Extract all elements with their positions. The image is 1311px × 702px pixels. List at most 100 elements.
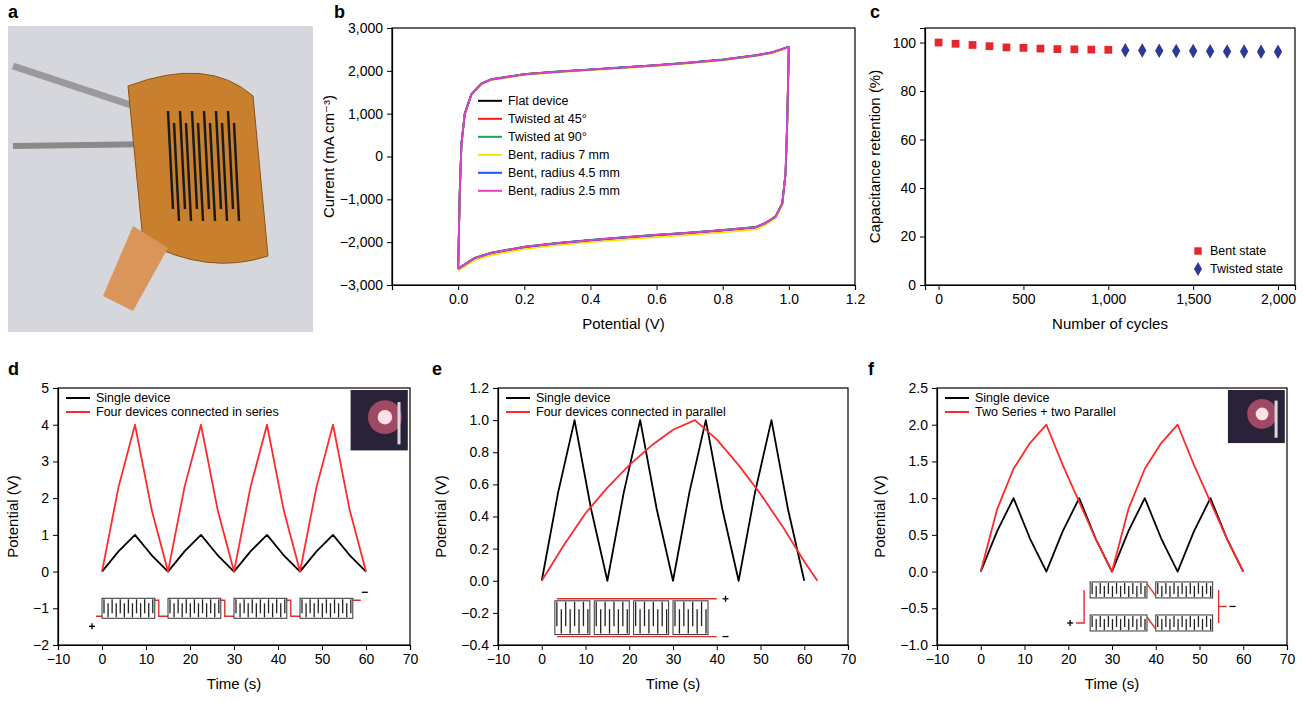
device-finger: [301, 599, 302, 613]
legend-entry: Bent, radius 4.5 mm: [478, 166, 620, 180]
legend-entry: Single device: [945, 391, 1049, 405]
tick: 0: [935, 285, 943, 307]
panel-d: −10010203040506070−2−1012345Time (s)Pote…: [4, 359, 418, 692]
device-icon: [102, 598, 155, 618]
data-line: [981, 498, 1244, 571]
tick-mark: [493, 452, 498, 453]
device-finger: [622, 602, 623, 626]
device-finger: [1182, 583, 1183, 594]
device-finger: [679, 609, 680, 633]
tick-label: 0: [935, 291, 943, 307]
tick-mark: [1200, 645, 1201, 650]
device-finger: [683, 602, 684, 626]
device-outline: [1156, 582, 1213, 598]
device-finger: [604, 602, 605, 626]
tick-mark: [939, 285, 940, 290]
device-finger: [705, 609, 706, 633]
device-finger: [565, 602, 566, 626]
tick-label: −3,000: [340, 277, 383, 293]
tick: 0.6: [470, 476, 498, 492]
tick-mark: [53, 572, 58, 573]
panel-a: a: [8, 2, 313, 332]
x-axis-title: Number of cycles: [1052, 315, 1168, 332]
device-finger: [326, 599, 327, 613]
device-finger: [330, 603, 331, 617]
tick-mark: [387, 28, 392, 29]
tick-label: 1.2: [846, 291, 866, 307]
device-finger: [272, 603, 273, 617]
device-finger: [1124, 583, 1125, 594]
electrode-finger: [210, 123, 215, 221]
tick-label: −0.5: [900, 600, 928, 616]
y-axis: −2−1012345: [33, 380, 58, 653]
device-finger: [1198, 583, 1199, 594]
tick-mark: [723, 285, 724, 290]
tick: −1,000: [340, 191, 392, 207]
device-icon: [634, 601, 669, 635]
device-finger: [1161, 619, 1162, 630]
tick: 0.2: [515, 285, 535, 307]
device-finger: [583, 602, 584, 626]
tick: 1.2: [846, 285, 866, 307]
tick-mark: [586, 645, 587, 650]
panel-letter: e: [432, 359, 442, 379]
device-finger: [235, 599, 236, 613]
device-outline: [673, 601, 708, 635]
device-outline: [234, 598, 287, 618]
tick-mark: [920, 140, 925, 141]
data-point: [1054, 45, 1062, 53]
x-axis-title: Time (s): [1085, 675, 1139, 692]
device-finger: [206, 603, 207, 617]
data-point: [1223, 44, 1231, 58]
inset-photo-bg: [1228, 390, 1285, 443]
device-finger: [657, 609, 658, 633]
device-finger: [1165, 583, 1166, 594]
device-finger: [574, 602, 575, 626]
device-outline: [555, 601, 590, 635]
tick-label: 0: [99, 651, 107, 667]
inset-led-glow: [1247, 399, 1277, 429]
tick: 0: [908, 277, 925, 293]
data-point: [1240, 44, 1248, 58]
polarity-icon: [362, 592, 368, 593]
insets: [555, 596, 729, 637]
device-finger: [1186, 586, 1187, 597]
tick-mark: [932, 608, 937, 609]
device-finger: [1132, 583, 1133, 594]
tick-label: 3: [41, 453, 49, 469]
tick-mark: [493, 549, 498, 550]
tick-label: 40: [271, 651, 287, 667]
tick-label: 1,000: [348, 106, 383, 122]
tick-mark: [629, 645, 630, 650]
tick: 20: [1061, 645, 1077, 667]
tick-mark: [387, 199, 392, 200]
tick: 1.5: [909, 453, 937, 469]
device-finger: [1096, 586, 1097, 597]
tick: −0.5: [900, 600, 937, 616]
legend-entry: Four devices connected in parallel: [506, 405, 726, 419]
tick-label: 2: [41, 490, 49, 506]
tick-mark: [278, 645, 279, 650]
device-finger: [136, 599, 137, 613]
x-axis: −10010203040506070: [47, 645, 419, 667]
device-outline: [634, 601, 669, 635]
device-finger: [696, 609, 697, 633]
legend-label: Bent, radius 7 mm: [508, 148, 609, 162]
device-finger: [1206, 583, 1207, 594]
device-outline: [300, 598, 353, 618]
device-finger: [128, 599, 129, 613]
tick-label: −0.2: [461, 605, 489, 621]
tick-mark: [53, 608, 58, 609]
tick-label: 30: [666, 651, 682, 667]
panel-b: 0.00.20.40.60.81.01.2−3,000−2,000−1,0000…: [320, 2, 865, 332]
legend-entry: Bent, radius 2.5 mm: [478, 184, 620, 198]
legend-swatch: [506, 397, 530, 399]
tick: 50: [1192, 645, 1208, 667]
legend-swatch: [478, 118, 502, 120]
legend-label: Single device: [96, 391, 170, 405]
tick-label: 500: [1012, 291, 1036, 307]
panel-letter: d: [8, 359, 19, 379]
data-point: [935, 39, 943, 47]
film-tail: [103, 226, 168, 311]
device-finger: [198, 603, 199, 617]
